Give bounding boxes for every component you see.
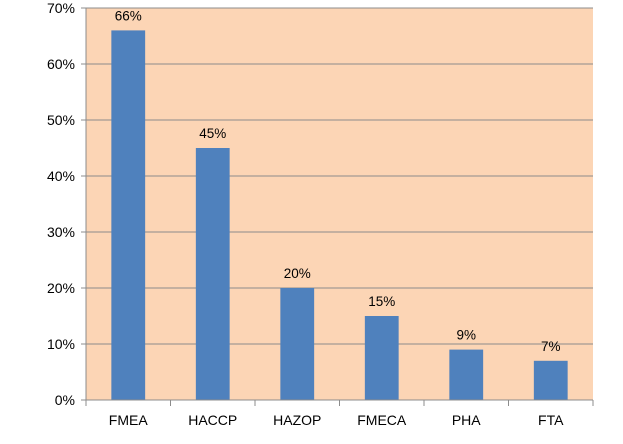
bar-pha [449, 349, 484, 400]
data-label: 9% [456, 328, 476, 343]
bar-hazop [280, 288, 315, 400]
y-tick-label: 30% [47, 224, 75, 240]
plot-area [86, 8, 593, 400]
bar-haccp [195, 148, 230, 400]
x-axis-labels: FMEA HACCP HAZOP FMECA PHA FTA [85, 400, 594, 428]
data-label: 66% [115, 8, 142, 23]
data-label: 20% [284, 266, 311, 281]
data-labels: 66% 45% 20% 15% 9% 7% [115, 8, 561, 353]
bars [111, 30, 568, 401]
y-tick-label: 0% [55, 392, 75, 408]
x-tick-label: FTA [538, 412, 564, 428]
data-label: 7% [541, 339, 561, 354]
x-tick-label: HACCP [188, 412, 237, 428]
y-tick-label: 60% [47, 56, 75, 72]
y-tick-label: 70% [47, 0, 75, 16]
x-tick-label: PHA [452, 412, 481, 428]
data-label: 45% [199, 126, 226, 141]
y-tick-label: 20% [47, 280, 75, 296]
bar-fmea [111, 30, 146, 401]
x-tick-label: HAZOP [273, 412, 321, 428]
bar-fmeca [364, 316, 399, 400]
x-tick-label: FMECA [357, 412, 407, 428]
y-axis-ticks: 0% 10% 20% 30% 40% 50% 60% 70% [47, 0, 86, 408]
y-tick-label: 50% [47, 112, 75, 128]
gridlines [86, 7, 593, 345]
y-tick-label: 40% [47, 168, 75, 184]
y-tick-label: 10% [47, 336, 75, 352]
x-tick-label: FMEA [109, 412, 149, 428]
data-label: 15% [368, 294, 395, 309]
bar-fta [533, 360, 568, 400]
